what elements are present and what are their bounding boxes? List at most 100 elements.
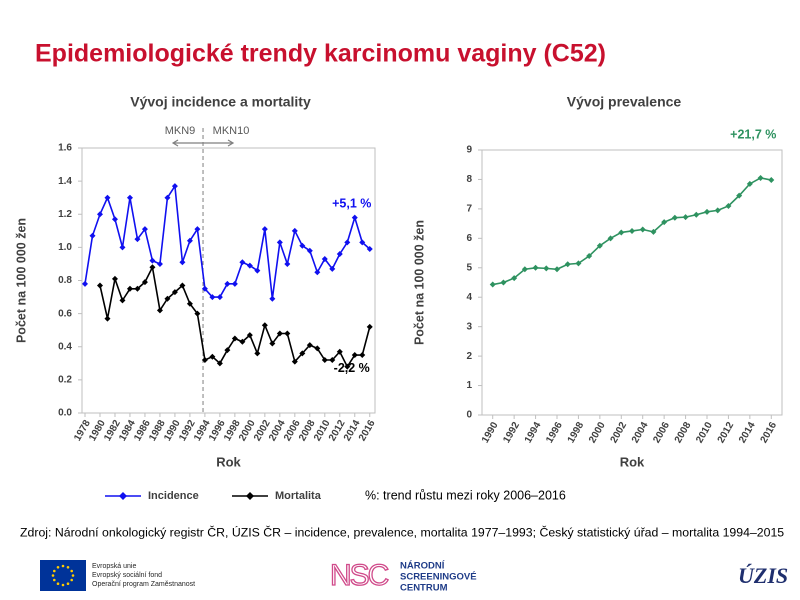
y-tick-label: 6	[466, 233, 472, 244]
y-tick-label: 1.4	[58, 176, 72, 187]
y-tick-label: 1.0	[58, 242, 72, 253]
legend-marker	[246, 492, 254, 500]
data-point	[351, 352, 358, 359]
nsc-logo: NSC NÁRODNÍ SCREENINGOVÉ CENTRUM	[329, 558, 476, 593]
eu-logo: Evropská unie Evropský sociální fond Ope…	[40, 560, 195, 591]
y-tick-label: 1	[466, 380, 472, 391]
y-tick-label: 4	[466, 292, 472, 303]
data-point	[89, 232, 96, 239]
legend-label: Mortalita	[275, 490, 322, 502]
data-point	[639, 226, 646, 233]
data-point	[329, 357, 336, 363]
y-tick-label: 0.8	[58, 275, 72, 286]
y-tick-label: 3	[466, 321, 472, 332]
data-point	[269, 340, 276, 347]
x-tick-label: 2008	[673, 420, 694, 445]
data-point	[149, 264, 156, 271]
data-point	[366, 246, 373, 253]
data-point	[224, 280, 231, 287]
data-point	[119, 244, 126, 251]
data-point	[276, 239, 283, 246]
uzis-logo: ÚZIS	[738, 563, 788, 588]
data-point	[119, 297, 126, 304]
data-point	[314, 345, 321, 352]
data-point	[254, 267, 261, 274]
y-axis-label: Počet na 100 000 žen	[14, 218, 28, 343]
data-point	[521, 266, 528, 273]
chart-title: Vývoj prevalence	[567, 94, 682, 110]
data-point	[500, 279, 507, 286]
data-point	[164, 194, 171, 201]
y-tick-label: 2	[466, 351, 472, 362]
x-tick-label: 2012	[716, 420, 737, 445]
data-point	[96, 211, 103, 218]
data-point	[586, 253, 593, 259]
data-point	[344, 363, 351, 370]
x-tick-label: 2004	[630, 420, 651, 445]
y-tick-label: 1.6	[58, 143, 72, 154]
data-point	[81, 280, 88, 287]
data-point	[575, 260, 582, 267]
data-point	[186, 237, 193, 244]
plot-frame	[81, 147, 376, 414]
data-point	[149, 257, 156, 264]
data-point	[489, 281, 496, 288]
data-point	[366, 323, 373, 330]
data-point	[336, 348, 343, 355]
y-axis-label: Počet na 100 000 žen	[412, 220, 426, 345]
data-point	[96, 282, 103, 289]
chart-title: Vývoj incidence a mortality	[130, 94, 311, 110]
data-point	[171, 183, 178, 190]
y-tick-label: 5	[466, 262, 472, 273]
data-point	[126, 285, 133, 292]
data-point	[291, 227, 298, 234]
x-tick-label: 2010	[694, 420, 715, 445]
eu-text: Evropská unie	[92, 563, 136, 570]
data-point	[269, 295, 276, 302]
data-point	[134, 236, 141, 243]
data-point	[661, 219, 668, 226]
data-point	[201, 357, 208, 363]
data-point	[306, 342, 313, 349]
x-tick-label: 2014	[737, 420, 758, 445]
data-point	[671, 214, 678, 221]
data-point	[359, 239, 366, 246]
period-arrow	[171, 139, 235, 147]
source-note: Zdroj: Národní onkologický registr ČR, Ú…	[20, 524, 784, 539]
data-point	[329, 265, 336, 272]
data-point	[209, 294, 216, 301]
x-axis-label: Rok	[216, 454, 241, 469]
data-point	[171, 289, 178, 296]
x-axis-label: Rok	[620, 454, 645, 469]
data-point	[725, 202, 732, 209]
y-tick-label: 0	[466, 410, 472, 421]
x-tick-label: 2000	[587, 420, 608, 445]
y-tick-label: 0.6	[58, 308, 72, 319]
data-point	[261, 226, 268, 233]
data-point	[141, 226, 148, 233]
data-point	[246, 332, 253, 339]
data-point	[704, 208, 710, 215]
period-label: MKN10	[213, 125, 250, 137]
x-tick-label: 1990	[480, 420, 501, 445]
data-point	[284, 330, 291, 337]
data-point	[156, 307, 163, 314]
x-tick-label: 1998	[566, 420, 587, 445]
data-point	[231, 280, 238, 287]
data-point	[231, 335, 238, 342]
data-point	[104, 194, 111, 201]
data-point	[104, 315, 111, 322]
trend-label: +5,1 %	[332, 196, 371, 210]
data-point	[284, 260, 291, 267]
trend-label: +21,7 %	[730, 127, 776, 141]
data-point	[111, 275, 118, 282]
data-point	[746, 180, 753, 187]
data-point	[618, 229, 625, 236]
data-point	[321, 255, 328, 262]
data-point	[126, 194, 133, 201]
y-tick-label: 9	[466, 145, 472, 156]
y-tick-label: 8	[466, 174, 472, 185]
x-tick-label: 2016	[357, 418, 378, 443]
data-point	[134, 285, 141, 292]
